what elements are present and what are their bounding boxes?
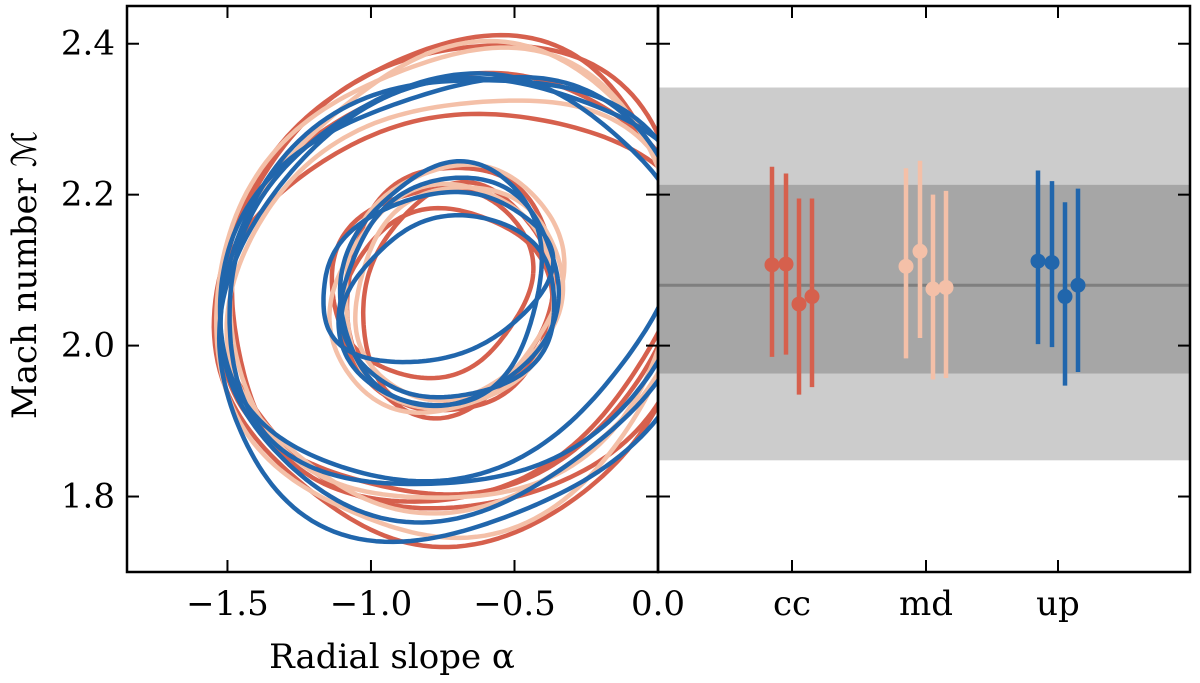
- xtick-label: −1.5: [186, 584, 269, 624]
- xtick-label: −0.5: [473, 584, 556, 624]
- ytick-label: 2.4: [61, 24, 115, 64]
- contour-up-outer-7: [227, 71, 658, 487]
- band-1sigma: [658, 184, 1190, 374]
- ytick-label: 1.8: [61, 477, 115, 517]
- x-axis-label: Radial slope α: [269, 637, 515, 677]
- point-cc-3: [804, 289, 820, 305]
- axes: [125, 4, 1192, 574]
- contour-plot: [211, 32, 658, 550]
- category-label: cc: [773, 584, 811, 624]
- point-md-0: [898, 258, 914, 274]
- point-up-3: [1070, 277, 1086, 293]
- point-md-1: [912, 243, 928, 259]
- point-md-2: [925, 281, 941, 297]
- xtick-label: −1.0: [330, 584, 413, 624]
- point-up-1: [1044, 255, 1060, 271]
- contour-cc-outer-5: [211, 43, 658, 550]
- category-label: md: [899, 584, 953, 624]
- point-cc-0: [764, 257, 780, 273]
- point-cc-1: [778, 256, 794, 272]
- contour-cc-inner-3: [360, 179, 555, 413]
- contour-md-inner-2: [327, 181, 556, 415]
- category-label: up: [1036, 584, 1080, 624]
- point-cc-2: [791, 296, 807, 312]
- ytick-label: 2.0: [61, 326, 115, 366]
- errorbar-plot: [764, 160, 1086, 395]
- right-panel: [658, 87, 1190, 461]
- contour-up-inner-3: [337, 158, 545, 408]
- right-frame: [656, 4, 1192, 574]
- y-axis-label: Mach number ℳ: [5, 131, 45, 419]
- reference-bands: [658, 87, 1190, 461]
- point-md-3: [938, 279, 954, 295]
- left-panel: [211, 32, 658, 550]
- point-up-2: [1057, 289, 1073, 305]
- point-up-0: [1030, 253, 1046, 269]
- ytick-label: 2.2: [61, 175, 115, 215]
- tick-labels: 1.8 2.0 2.2 2.4 −1.5 −1.0 −0.5 0.0 cc md up: [61, 24, 1080, 624]
- contour-up-outer-6: [216, 75, 658, 545]
- contour-md-outer-4: [214, 45, 658, 541]
- xtick-label: 0.0: [631, 584, 685, 624]
- contour-up-inner-0: [321, 189, 556, 365]
